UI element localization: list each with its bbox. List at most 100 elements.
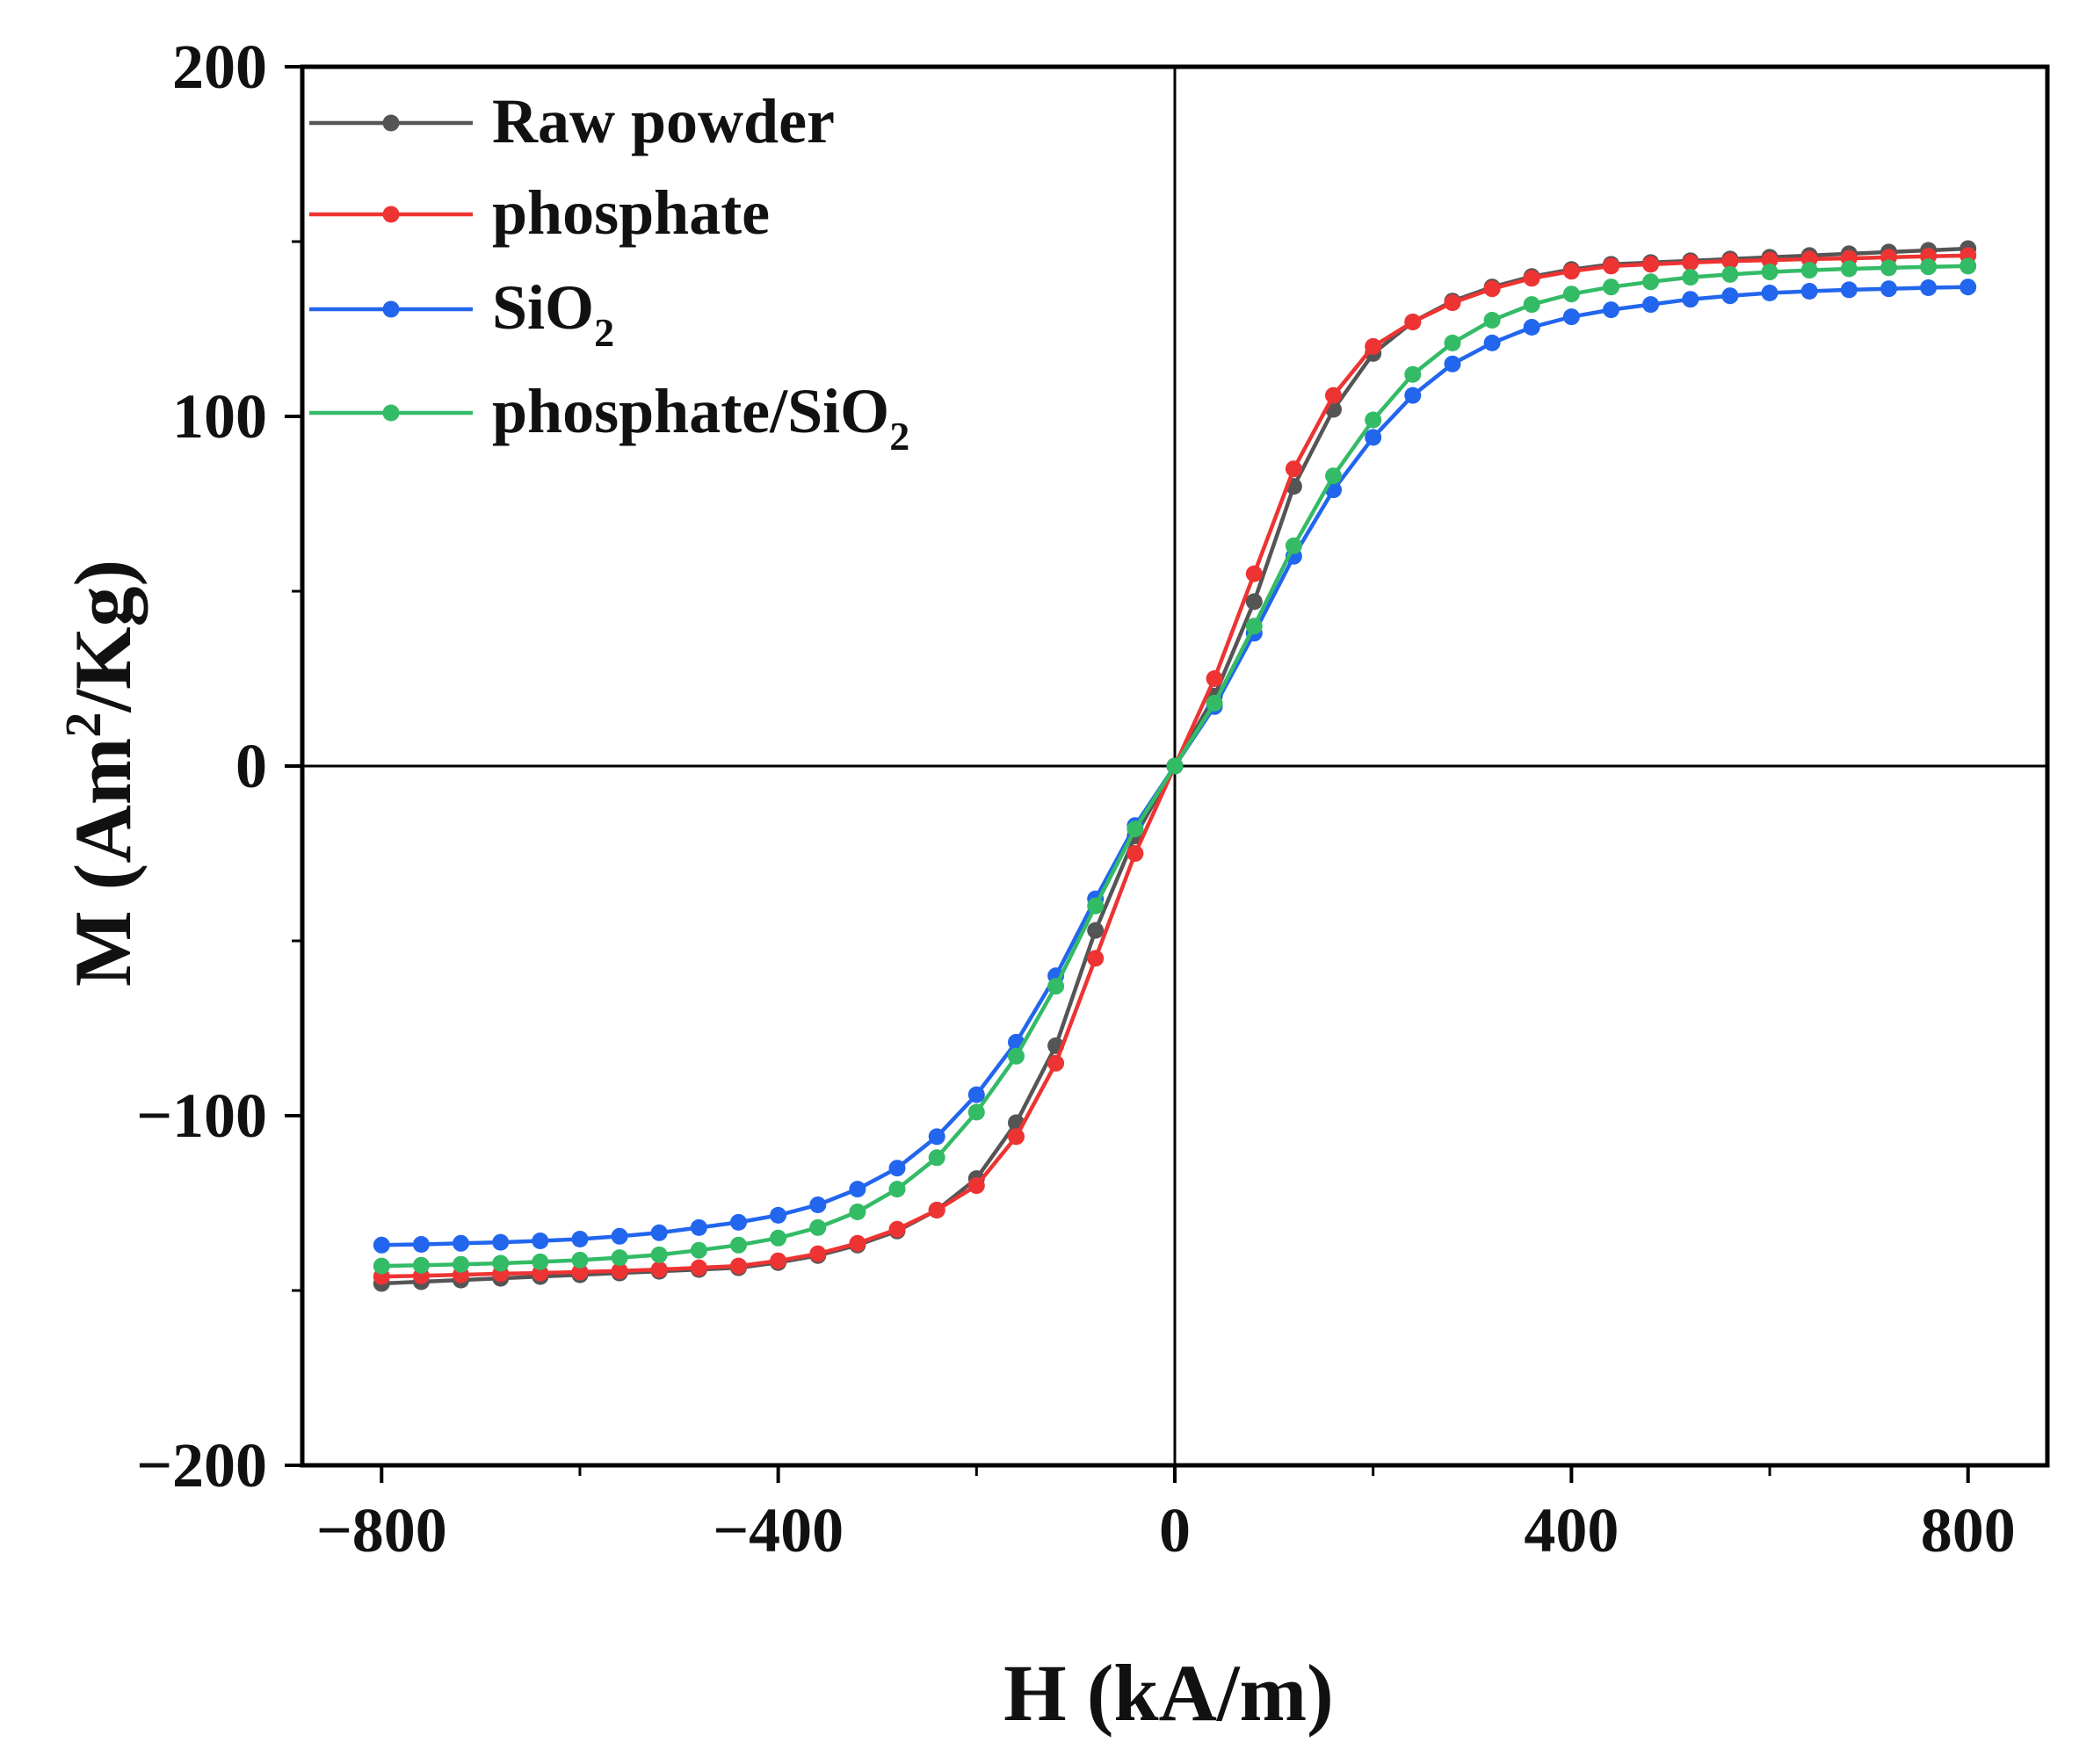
data-point-series-2 — [809, 1196, 827, 1213]
legend-label-main: phosphate — [492, 177, 770, 248]
data-point-series-2 — [888, 1160, 906, 1177]
legend-label-main: Raw powder — [492, 86, 835, 156]
data-point-series-3 — [1642, 273, 1660, 291]
data-point-series-1 — [611, 1262, 628, 1280]
legend-swatch-marker — [382, 300, 400, 318]
data-point-series-2 — [1721, 287, 1739, 305]
y-tick-label: −200 — [136, 1430, 267, 1500]
legend-label: phosphate — [492, 177, 770, 248]
y-tick-label: 100 — [172, 381, 267, 452]
data-point-series-3 — [928, 1149, 945, 1167]
data-point-series-2 — [373, 1236, 390, 1254]
y-axis-label-sup: 2 — [54, 712, 112, 738]
data-point-series-3 — [1126, 821, 1144, 838]
data-point-series-3 — [373, 1257, 390, 1275]
data-point-series-3 — [650, 1246, 668, 1263]
data-point-series-3 — [967, 1103, 985, 1121]
data-point-series-0 — [1245, 593, 1263, 611]
data-point-series-2 — [1404, 387, 1422, 404]
data-point-series-3 — [1959, 257, 1977, 275]
data-point-series-3 — [492, 1254, 510, 1272]
x-axis-label: H (kA/m) — [1003, 1648, 1334, 1738]
data-point-series-2 — [1682, 291, 1699, 308]
data-point-series-3 — [1800, 262, 1818, 279]
data-point-series-2 — [1444, 355, 1461, 372]
data-point-series-3 — [1325, 467, 1342, 485]
data-point-series-2 — [730, 1213, 747, 1231]
legend-label-subscript: 2 — [594, 310, 614, 355]
legend-label: SiO2 — [492, 272, 614, 355]
data-point-series-2 — [571, 1231, 589, 1247]
data-point-series-1 — [650, 1261, 668, 1278]
data-point-series-2 — [1800, 283, 1818, 300]
data-point-series-2 — [1880, 280, 1897, 298]
axes-group: −800 −400 0 400 800 −200 −100 0 100 200 — [136, 32, 2050, 1565]
data-point-series-3 — [888, 1181, 906, 1198]
data-point-series-1 — [1245, 565, 1263, 582]
data-point-series-1 — [770, 1252, 787, 1269]
data-point-series-2 — [1562, 308, 1580, 326]
data-point-series-1 — [967, 1177, 985, 1195]
data-point-series-3 — [571, 1251, 589, 1269]
data-point-series-2 — [1642, 296, 1660, 314]
data-point-series-1 — [1444, 294, 1461, 312]
y-tick-label: 200 — [172, 32, 267, 102]
data-point-series-3 — [1166, 757, 1184, 775]
data-point-series-3 — [1840, 260, 1858, 278]
legend-label-main: SiO — [492, 272, 594, 343]
legend-swatch-marker — [382, 206, 400, 223]
data-point-series-3 — [1603, 278, 1619, 296]
data-point-series-1 — [888, 1220, 906, 1238]
data-point-series-3 — [453, 1255, 469, 1273]
data-point-series-1 — [1404, 314, 1422, 330]
data-point-series-2 — [967, 1086, 985, 1103]
data-point-series-1 — [1761, 251, 1778, 269]
data-point-series-1 — [849, 1234, 866, 1252]
data-point-series-1 — [1008, 1128, 1025, 1146]
legend-label: Raw powder — [492, 86, 835, 156]
data-point-series-3 — [1682, 269, 1699, 286]
y-axis-label: M (Am2/Kg) — [54, 560, 148, 987]
data-point-series-1 — [1285, 460, 1302, 478]
data-point-series-1 — [1642, 256, 1660, 273]
data-point-series-3 — [849, 1204, 866, 1220]
data-point-series-2 — [849, 1181, 866, 1198]
data-point-series-2 — [532, 1233, 549, 1249]
data-point-series-3 — [611, 1249, 628, 1267]
data-point-series-2 — [1920, 279, 1938, 296]
data-point-series-2 — [1603, 301, 1619, 319]
data-point-series-3 — [1206, 694, 1223, 712]
x-tick-label: 0 — [1159, 1495, 1191, 1565]
data-point-series-3 — [1245, 618, 1263, 635]
data-point-series-1 — [690, 1259, 707, 1276]
data-point-series-2 — [453, 1234, 469, 1252]
data-point-series-3 — [1920, 258, 1938, 276]
legend-swatch-marker — [382, 404, 400, 422]
legend-label: phosphate/SiO2 — [492, 376, 909, 459]
data-point-series-3 — [1880, 259, 1897, 277]
data-point-series-1 — [1523, 270, 1540, 287]
legend-label-main: phosphate/SiO — [492, 376, 889, 446]
data-point-series-2 — [412, 1236, 430, 1253]
data-point-series-3 — [412, 1256, 430, 1274]
data-point-series-1 — [1483, 280, 1501, 298]
data-point-series-3 — [1562, 286, 1580, 303]
data-point-series-1 — [1206, 670, 1223, 687]
data-point-series-1 — [571, 1263, 589, 1281]
data-point-series-2 — [1483, 334, 1501, 351]
data-point-series-2 — [1959, 278, 1977, 296]
y-tick-label: −100 — [136, 1081, 267, 1151]
data-point-series-3 — [690, 1241, 707, 1259]
data-point-series-3 — [1483, 312, 1501, 329]
series-group — [373, 240, 1977, 1292]
data-point-series-3 — [1285, 537, 1302, 554]
data-point-series-2 — [770, 1206, 787, 1224]
data-point-series-3 — [532, 1253, 549, 1270]
data-point-series-1 — [1047, 1054, 1065, 1072]
data-point-series-3 — [1721, 265, 1739, 283]
data-point-series-2 — [611, 1227, 628, 1245]
data-point-series-3 — [1404, 365, 1422, 383]
data-point-series-1 — [1365, 337, 1382, 355]
